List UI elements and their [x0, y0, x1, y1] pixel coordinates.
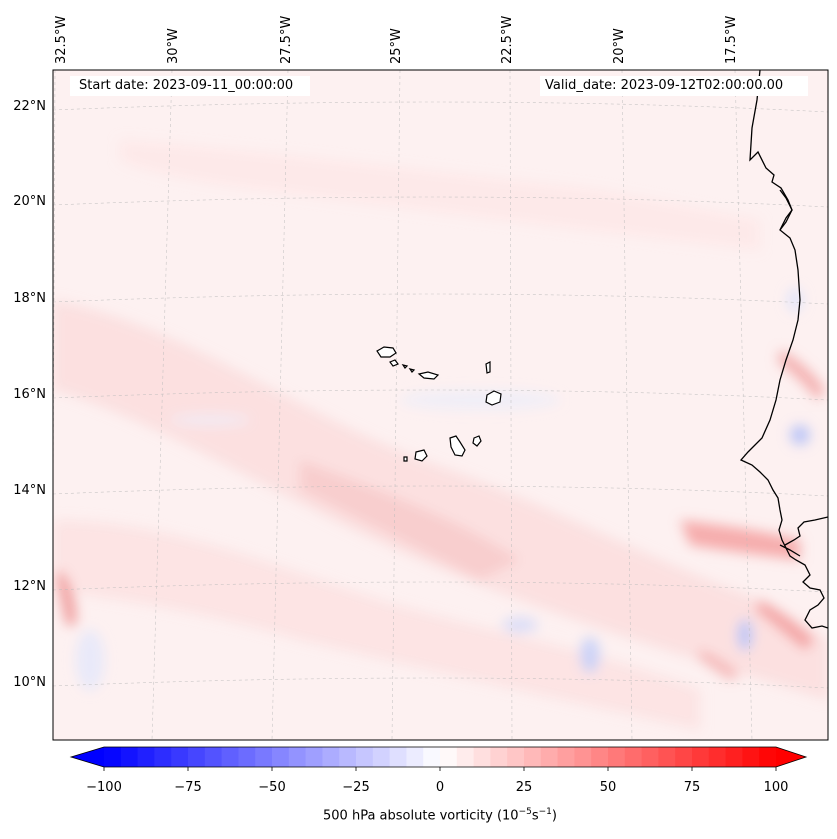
colorbar-bin	[557, 747, 575, 767]
lat-label-10n: 10°N	[13, 675, 46, 690]
colorbar-bin	[608, 747, 626, 767]
colorbar-bin	[574, 747, 592, 767]
colorbar-label: 500 hPa absolute vorticity (10−5s−1)	[323, 807, 557, 823]
valid-date-text: Valid_date: 2023-09-12T02:00:00.00	[545, 78, 784, 93]
colorbar-bin	[658, 747, 676, 767]
colorbar-extend-min	[71, 747, 104, 767]
colorbar-bin	[540, 747, 558, 767]
colorbar-bin	[120, 747, 138, 767]
colorbar-bin	[591, 747, 609, 767]
cbar-tick-label: 25	[515, 780, 533, 795]
colorbar-bin	[692, 747, 710, 767]
colorbar-label-exp2: −1	[538, 807, 552, 817]
colorbar-bin	[440, 747, 458, 767]
colorbar-bin	[171, 747, 189, 767]
start-date-text: Start date: 2023-09-11_00:00:00	[79, 78, 294, 93]
colorbar-label-end: )	[551, 808, 557, 824]
lon-label-20w: 20°W	[612, 28, 627, 64]
cbar-tick-label: −25	[342, 780, 370, 795]
cbar-tick-label: −75	[174, 780, 202, 795]
colorbar-bin	[423, 747, 441, 767]
colorbar-bin	[204, 747, 222, 767]
colorbar-bin	[708, 747, 726, 767]
cbar-tick-label: 100	[763, 780, 789, 795]
colorbar-label-main: 500 hPa absolute vorticity (10	[323, 808, 519, 824]
colorbar-extend-max	[776, 747, 806, 767]
cbar-tick-label: 0	[435, 780, 445, 795]
colorbar	[69, 746, 808, 771]
coastline-africa	[739, 70, 828, 629]
colorbar-bin	[104, 747, 122, 767]
colorbar-bin	[272, 747, 290, 767]
lat-label-14n: 14°N	[13, 483, 46, 498]
colorbar-bin	[389, 747, 407, 767]
cbar-tick-label: −100	[86, 780, 122, 795]
colorbar-bin	[759, 747, 777, 767]
lon-label-25w: 25°W	[389, 28, 404, 64]
colorbar-bin	[473, 747, 491, 767]
colorbar-bin	[524, 747, 542, 767]
colorbar-label-mid: s	[531, 808, 539, 824]
colorbar-bin	[305, 747, 323, 767]
lon-label-30w: 30°W	[166, 28, 181, 64]
colorbar-bin	[221, 747, 239, 767]
valid-date-box	[540, 76, 808, 96]
map-frame	[52, 69, 829, 741]
colorbar-bin	[490, 747, 508, 767]
colorbar-bin	[742, 747, 760, 767]
colorbar-bin	[372, 747, 390, 767]
gridlines	[53, 70, 828, 740]
colorbar-bin	[356, 747, 374, 767]
colorbar-bin	[288, 747, 306, 767]
lon-label-32-5w: 32.5°W	[54, 15, 69, 64]
lat-label-16n: 16°N	[13, 387, 46, 402]
colorbar-bin	[624, 747, 642, 767]
cape-verde-islands	[376, 346, 502, 462]
colorbar-bin	[339, 747, 357, 767]
lat-label-18n: 18°N	[13, 291, 46, 306]
colorbar-label-exp1: −5	[518, 807, 532, 817]
colorbar-bin	[322, 747, 340, 767]
colorbar-bin	[725, 747, 743, 767]
lon-label-27-5w: 27.5°W	[279, 15, 294, 64]
start-date-box	[70, 76, 310, 96]
cbar-tick-label: 50	[599, 780, 617, 795]
lat-label-12n: 12°N	[13, 579, 46, 594]
lon-label-22-5w: 22.5°W	[500, 15, 515, 64]
lon-label-17-5w: 17.5°W	[724, 15, 739, 64]
colorbar-bin	[641, 747, 659, 767]
colorbar-bin	[154, 747, 172, 767]
colorbar-bin	[406, 747, 424, 767]
vorticity-field	[53, 70, 828, 740]
colorbar-bin	[238, 747, 256, 767]
colorbar-bin	[507, 747, 525, 767]
colorbar-bin	[675, 747, 693, 767]
colorbar-bin	[188, 747, 206, 767]
lat-label-22n: 22°N	[13, 99, 46, 114]
colorbar-bin	[456, 747, 474, 767]
lat-label-20n: 20°N	[13, 194, 46, 209]
colorbar-bin	[137, 747, 155, 767]
cbar-tick-label: 75	[683, 780, 701, 795]
colorbar-bin	[255, 747, 273, 767]
cbar-tick-label: −50	[258, 780, 286, 795]
